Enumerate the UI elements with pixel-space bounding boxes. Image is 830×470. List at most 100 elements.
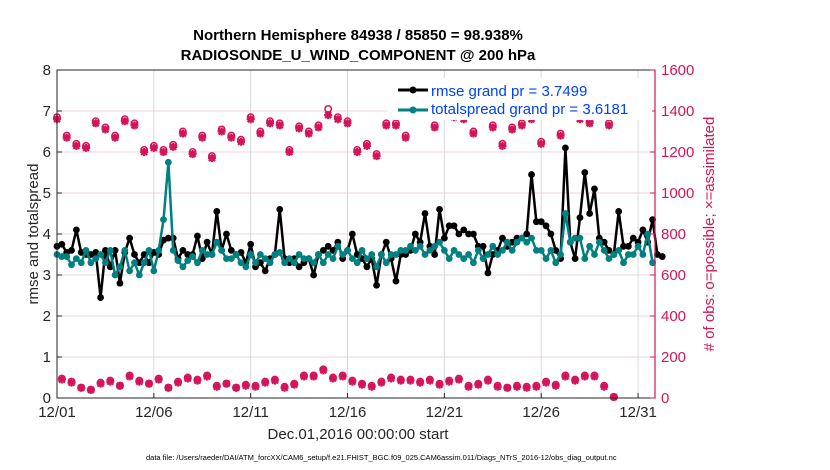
- spread-point: [552, 259, 560, 267]
- spread-point: [286, 255, 293, 262]
- spread-point: [179, 263, 187, 271]
- spread-point: [624, 251, 632, 258]
- spread-point: [290, 259, 298, 267]
- spread-point: [102, 259, 109, 267]
- obs-assimilated-marker: [609, 392, 618, 401]
- rmse-point: [586, 210, 594, 217]
- obs-assimilated-marker: [333, 115, 342, 124]
- spread-point: [82, 247, 90, 254]
- spread-point: [189, 253, 196, 260]
- obs-assimilated-marker: [464, 382, 473, 391]
- y-tick-label: 5: [43, 185, 51, 202]
- x-tick-label: 12/11: [232, 404, 268, 421]
- rmse-point: [571, 255, 579, 262]
- spread-point: [474, 247, 482, 254]
- spread-point: [373, 263, 380, 271]
- spread-point: [203, 251, 211, 258]
- axes: 0 1 2 3 4 5 6 7 8 0 200 400 600 800 1000 1200 1400 1600 12…: [38, 62, 694, 421]
- spread-point: [77, 259, 85, 267]
- obs-assimilated-marker: [304, 129, 313, 138]
- rmse-point: [528, 171, 535, 178]
- spread-point: [174, 257, 182, 265]
- rmse-point: [605, 247, 613, 254]
- obs-assimilated-marker: [319, 366, 328, 375]
- rmse-point: [600, 238, 608, 246]
- spread-point: [223, 255, 230, 262]
- spread-point: [232, 251, 240, 258]
- spread-point: [150, 267, 158, 275]
- obs-assimilated-marker: [275, 121, 284, 130]
- rmse-point: [227, 247, 235, 254]
- obs-assimilated-marker: [469, 129, 478, 138]
- obs-assimilated-marker: [217, 127, 226, 136]
- y-right-tick-label: 400: [661, 308, 686, 325]
- spread-point: [155, 247, 163, 254]
- obs-assimilated-marker: [454, 375, 463, 384]
- rmse-point: [532, 218, 540, 226]
- x-tick-label: 12/01: [38, 404, 76, 421]
- obs-assimilated-marker: [86, 385, 95, 394]
- obs-assimilated-marker: [140, 148, 149, 156]
- spread-point: [310, 259, 318, 267]
- obs-assimilated-marker: [82, 143, 91, 152]
- footer-data-file: data file: /Users/raeder/DAI/ATM_forcXX/…: [146, 453, 617, 462]
- y-right-tick-label: 1600: [661, 62, 694, 79]
- obs-assimilated-marker: [270, 376, 279, 385]
- rmse-point: [68, 247, 75, 254]
- rmse-point: [102, 247, 109, 254]
- spread-point: [407, 242, 414, 250]
- legend-marker-spread: [409, 106, 417, 114]
- spread-point: [445, 255, 453, 262]
- obs-assimilated-marker: [338, 372, 347, 381]
- rmse-point: [392, 277, 400, 285]
- obs-assimilated-marker: [498, 141, 507, 150]
- rmse-point: [615, 208, 623, 215]
- spread-point: [227, 255, 235, 262]
- obs-assimilated-marker: [207, 154, 216, 163]
- obs-assimilated-marker: [159, 148, 168, 156]
- rmse-point: [499, 234, 506, 242]
- obs-assimilated-marker: [556, 131, 565, 140]
- obs-assimilated-marker: [362, 141, 371, 150]
- rmse-point: [620, 242, 627, 250]
- x-tick-label: 12/16: [329, 404, 367, 421]
- spread-point: [431, 242, 439, 250]
- y-tick-label: 3: [43, 267, 51, 284]
- spread-point: [353, 259, 361, 267]
- obs-assimilated-marker: [149, 143, 158, 152]
- spread-point: [111, 271, 119, 279]
- spread-point: [58, 253, 66, 260]
- spread-point: [416, 242, 424, 250]
- obs-assimilated-marker: [193, 376, 202, 385]
- obs-assimilated-marker: [585, 119, 594, 128]
- obs-assimilated-marker: [67, 378, 76, 387]
- obs-assimilated-marker: [295, 124, 304, 133]
- rmse-point: [131, 251, 138, 258]
- rmse-point: [445, 222, 453, 230]
- rmse-point: [479, 242, 487, 250]
- spread-point: [121, 247, 129, 254]
- obs-assimilated-marker: [106, 377, 115, 386]
- obs-assimilated-marker: [188, 150, 197, 159]
- spread-point: [421, 251, 429, 258]
- spread-point: [620, 259, 627, 267]
- spread-point: [639, 251, 647, 258]
- spread-point: [489, 242, 497, 250]
- obs-assimilated-marker: [169, 142, 178, 151]
- spread-point: [281, 259, 288, 267]
- spread-point: [319, 259, 327, 267]
- obs-assimilated-marker: [241, 381, 250, 390]
- spread-point: [184, 257, 192, 265]
- spread-point: [169, 247, 177, 254]
- obs-assimilated-marker: [164, 383, 173, 392]
- y-right-tick-label: 800: [661, 226, 686, 243]
- obs-assimilated-marker: [353, 148, 362, 156]
- obs-assimilated-marker: [445, 377, 454, 386]
- obs-assimilated-marker: [517, 121, 526, 130]
- obs-assimilated-marker: [391, 121, 400, 130]
- rmse-point: [382, 238, 390, 246]
- obs-assimilated-marker: [324, 111, 333, 120]
- spread-point: [140, 259, 148, 267]
- spread-point: [503, 238, 511, 246]
- obs-assimilated-marker: [425, 376, 434, 385]
